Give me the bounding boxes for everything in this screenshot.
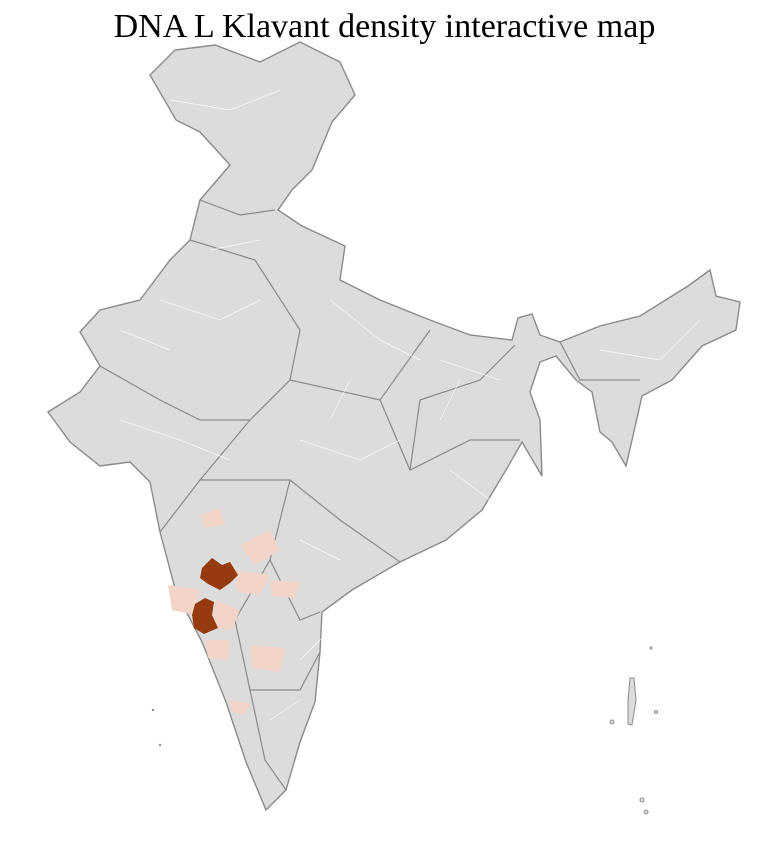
high-density-district-2[interactable] [192, 598, 218, 634]
high-density-district-1[interactable] [200, 558, 238, 590]
andaman-nicobar-islands[interactable] [609, 646, 658, 815]
lakshadweep-islands [151, 708, 162, 747]
india-mainland[interactable] [46, 41, 741, 812]
state-borders [99, 199, 640, 791]
district-borders [119, 89, 701, 721]
low-density-districts[interactable] [168, 508, 300, 715]
map-title: DNA L Klavant density interactive map [113, 8, 656, 45]
